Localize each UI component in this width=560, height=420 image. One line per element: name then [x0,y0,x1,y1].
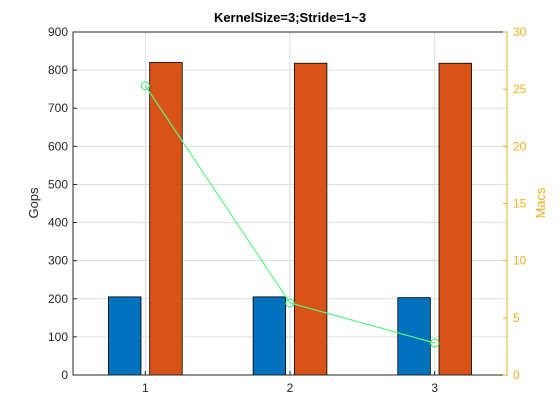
left-tick-label: 400 [48,216,68,230]
left-tick-label: 200 [48,292,68,306]
chart-title: KernelSize=3;Stride=1~3 [214,10,366,25]
right-tick-label: 25 [513,82,527,96]
left-axis-title: Gops [26,187,41,219]
macs-line-group [140,81,440,348]
bar-series-2 [293,62,328,376]
macs-point [285,298,295,308]
left-tick-label: 900 [48,25,68,39]
right-tick-label: 10 [513,254,527,268]
macs-point [430,338,440,348]
bar-series-1 [252,296,287,376]
left-tick-label: 500 [48,177,68,191]
x-axis-ticks: 1 2 3 [142,371,438,395]
bars-group [108,62,472,376]
left-tick-label: 100 [48,330,68,344]
bar-series-1 [108,296,142,376]
right-tick-label: 15 [513,197,527,211]
bar-series-1 [397,297,431,376]
left-axis-ticks: 0 100 200 300 400 500 600 700 800 900 [48,25,77,382]
x-tick-label: 2 [287,381,294,395]
bar-series-2 [438,62,472,376]
macs-line [144,85,435,344]
right-tick-label: 20 [513,139,527,153]
x-tick-label: 3 [431,381,438,395]
left-tick-label: 0 [61,368,68,382]
right-tick-label: 0 [513,368,520,382]
right-axis-title: Macs [533,187,548,219]
right-tick-label: 5 [513,311,520,325]
left-tick-label: 800 [48,63,68,77]
right-tick-label: 30 [513,25,527,39]
bar-series-2 [149,62,183,376]
left-tick-label: 600 [48,139,68,153]
right-axis-ticks: 0 5 10 15 20 25 30 [503,25,527,382]
left-tick-label: 700 [48,101,68,115]
x-tick-label: 1 [142,381,149,395]
left-tick-label: 300 [48,254,68,268]
macs-point [140,81,150,91]
